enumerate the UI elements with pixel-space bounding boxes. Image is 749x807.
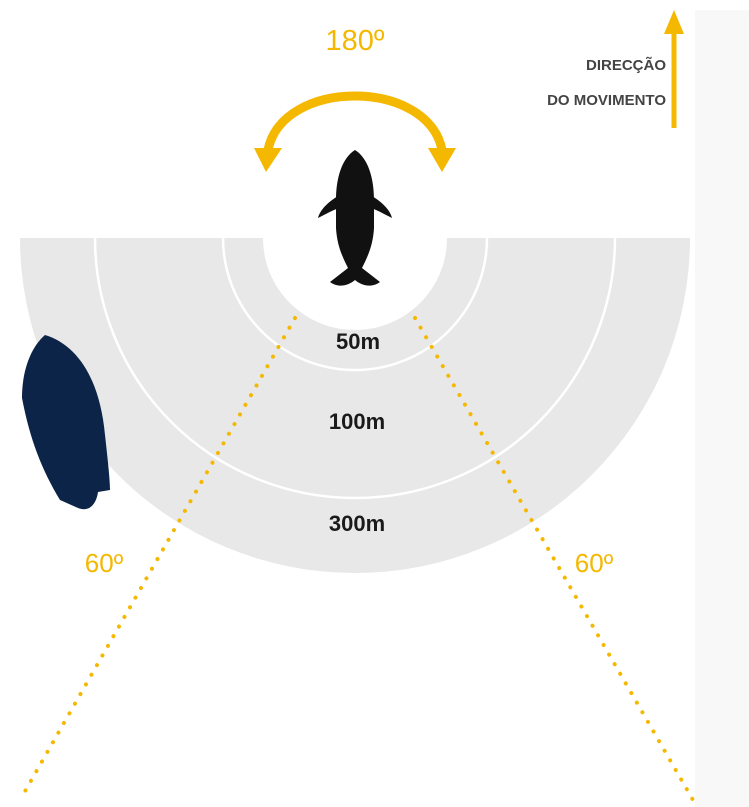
curved-double-arrow-icon	[254, 91, 456, 172]
zone-label-100m: 100m	[329, 409, 385, 434]
approach-angle-left: 60º	[85, 548, 124, 578]
approach-zones	[20, 238, 690, 573]
approach-angle-right: 60º	[575, 548, 614, 578]
arrow-up-icon	[664, 10, 684, 128]
boat-icon	[22, 335, 110, 510]
zone-label-300m: 300m	[329, 511, 385, 536]
approach-line-left	[18, 316, 297, 802]
ring-100m-boundary	[221, 238, 489, 372]
direction-label-line1: DIRECÇÃO	[586, 56, 666, 74]
ring-300m-boundary	[93, 238, 617, 500]
zone-300m	[20, 238, 690, 573]
whale-icon	[318, 150, 392, 286]
direction-label-line2: DO MOVIMENTO	[547, 92, 666, 109]
rotation-angle-label: 180º	[326, 25, 385, 57]
zone-label-50m: 50m	[336, 329, 380, 354]
right-margin-panel	[695, 10, 749, 807]
approach-line-right	[413, 316, 695, 802]
zone-50m-core	[263, 238, 447, 330]
